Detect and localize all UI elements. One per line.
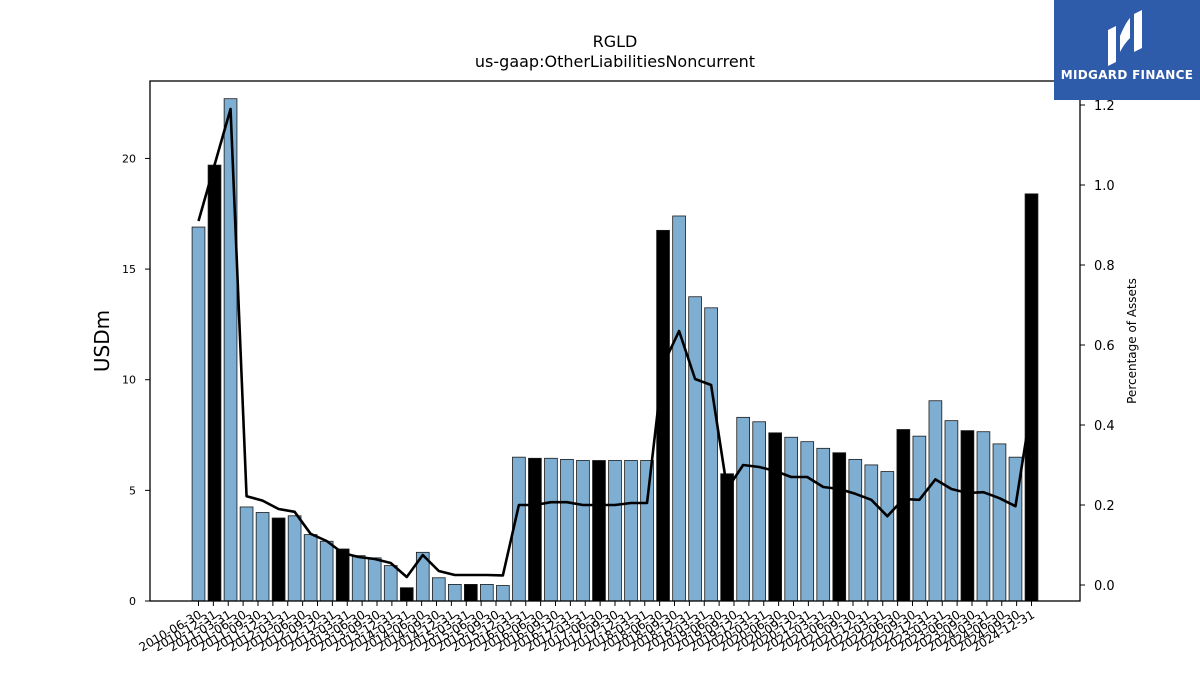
chart-subtitle: us-gaap:OtherLiabilitiesNoncurrent — [474, 52, 756, 71]
y-tick-label: 10 — [122, 374, 136, 387]
bar — [544, 457, 558, 602]
y2-tick-label: 0.4 — [1094, 419, 1115, 434]
y2-axis-label: Percentage of Assets — [1125, 278, 1139, 404]
bar — [399, 587, 414, 602]
bar — [688, 296, 702, 602]
bar — [560, 458, 574, 602]
logo-mark-icon — [1108, 10, 1142, 66]
y-tick-label: 5 — [129, 484, 136, 497]
bar — [896, 429, 911, 602]
bar — [960, 430, 975, 602]
bar — [431, 577, 446, 602]
chart-title: RGLD — [592, 32, 638, 51]
bar — [592, 460, 606, 602]
bar — [752, 421, 766, 602]
bar — [464, 584, 478, 602]
midgard-finance-logo: MIDGARD FINANCE — [1054, 0, 1200, 100]
bar — [383, 565, 398, 602]
bar — [576, 460, 590, 602]
bar — [912, 435, 927, 602]
bar — [480, 584, 494, 602]
bar — [720, 473, 734, 602]
bar — [351, 555, 366, 602]
y-axis-label: USDm — [90, 310, 114, 372]
bar — [816, 447, 831, 602]
bar — [768, 432, 783, 602]
bar — [496, 585, 510, 602]
bar — [928, 400, 943, 602]
bar — [303, 534, 318, 602]
bar — [944, 420, 959, 602]
bar — [880, 471, 895, 602]
y-tick-label: 20 — [122, 152, 136, 165]
bar — [784, 436, 799, 602]
bar — [704, 307, 718, 602]
bar — [223, 98, 238, 602]
percentage-line — [197, 107, 1033, 579]
bar — [640, 460, 654, 602]
bar — [800, 441, 815, 602]
y2-tick-label: 0.0 — [1094, 579, 1115, 594]
bar — [335, 548, 350, 602]
bar — [1024, 193, 1039, 602]
bar — [191, 226, 206, 602]
bar — [656, 229, 670, 602]
bar — [255, 512, 270, 602]
bar — [672, 215, 686, 602]
bar — [992, 443, 1007, 602]
bar — [271, 517, 286, 602]
bar — [608, 460, 622, 602]
bar — [624, 460, 638, 602]
y2-tick-label: 1.2 — [1094, 99, 1115, 114]
bar — [287, 515, 302, 602]
bar — [848, 458, 863, 602]
logo-text: MIDGARD FINANCE — [1060, 68, 1194, 82]
y-tick-label: 15 — [122, 263, 136, 276]
y2-tick-label: 0.2 — [1094, 499, 1115, 514]
bar — [319, 540, 334, 602]
y-tick-label: 0 — [129, 595, 136, 608]
bar — [207, 164, 222, 602]
bar — [528, 457, 542, 602]
bar — [367, 557, 382, 602]
bar — [736, 416, 750, 602]
bar — [447, 584, 462, 602]
bar — [832, 452, 847, 602]
bar — [864, 464, 879, 602]
y2-tick-label: 0.6 — [1094, 339, 1115, 354]
y2-tick-label: 0.8 — [1094, 259, 1115, 274]
y2-tick-label: 1.0 — [1094, 179, 1115, 194]
bar — [976, 431, 991, 602]
bar — [239, 506, 254, 602]
